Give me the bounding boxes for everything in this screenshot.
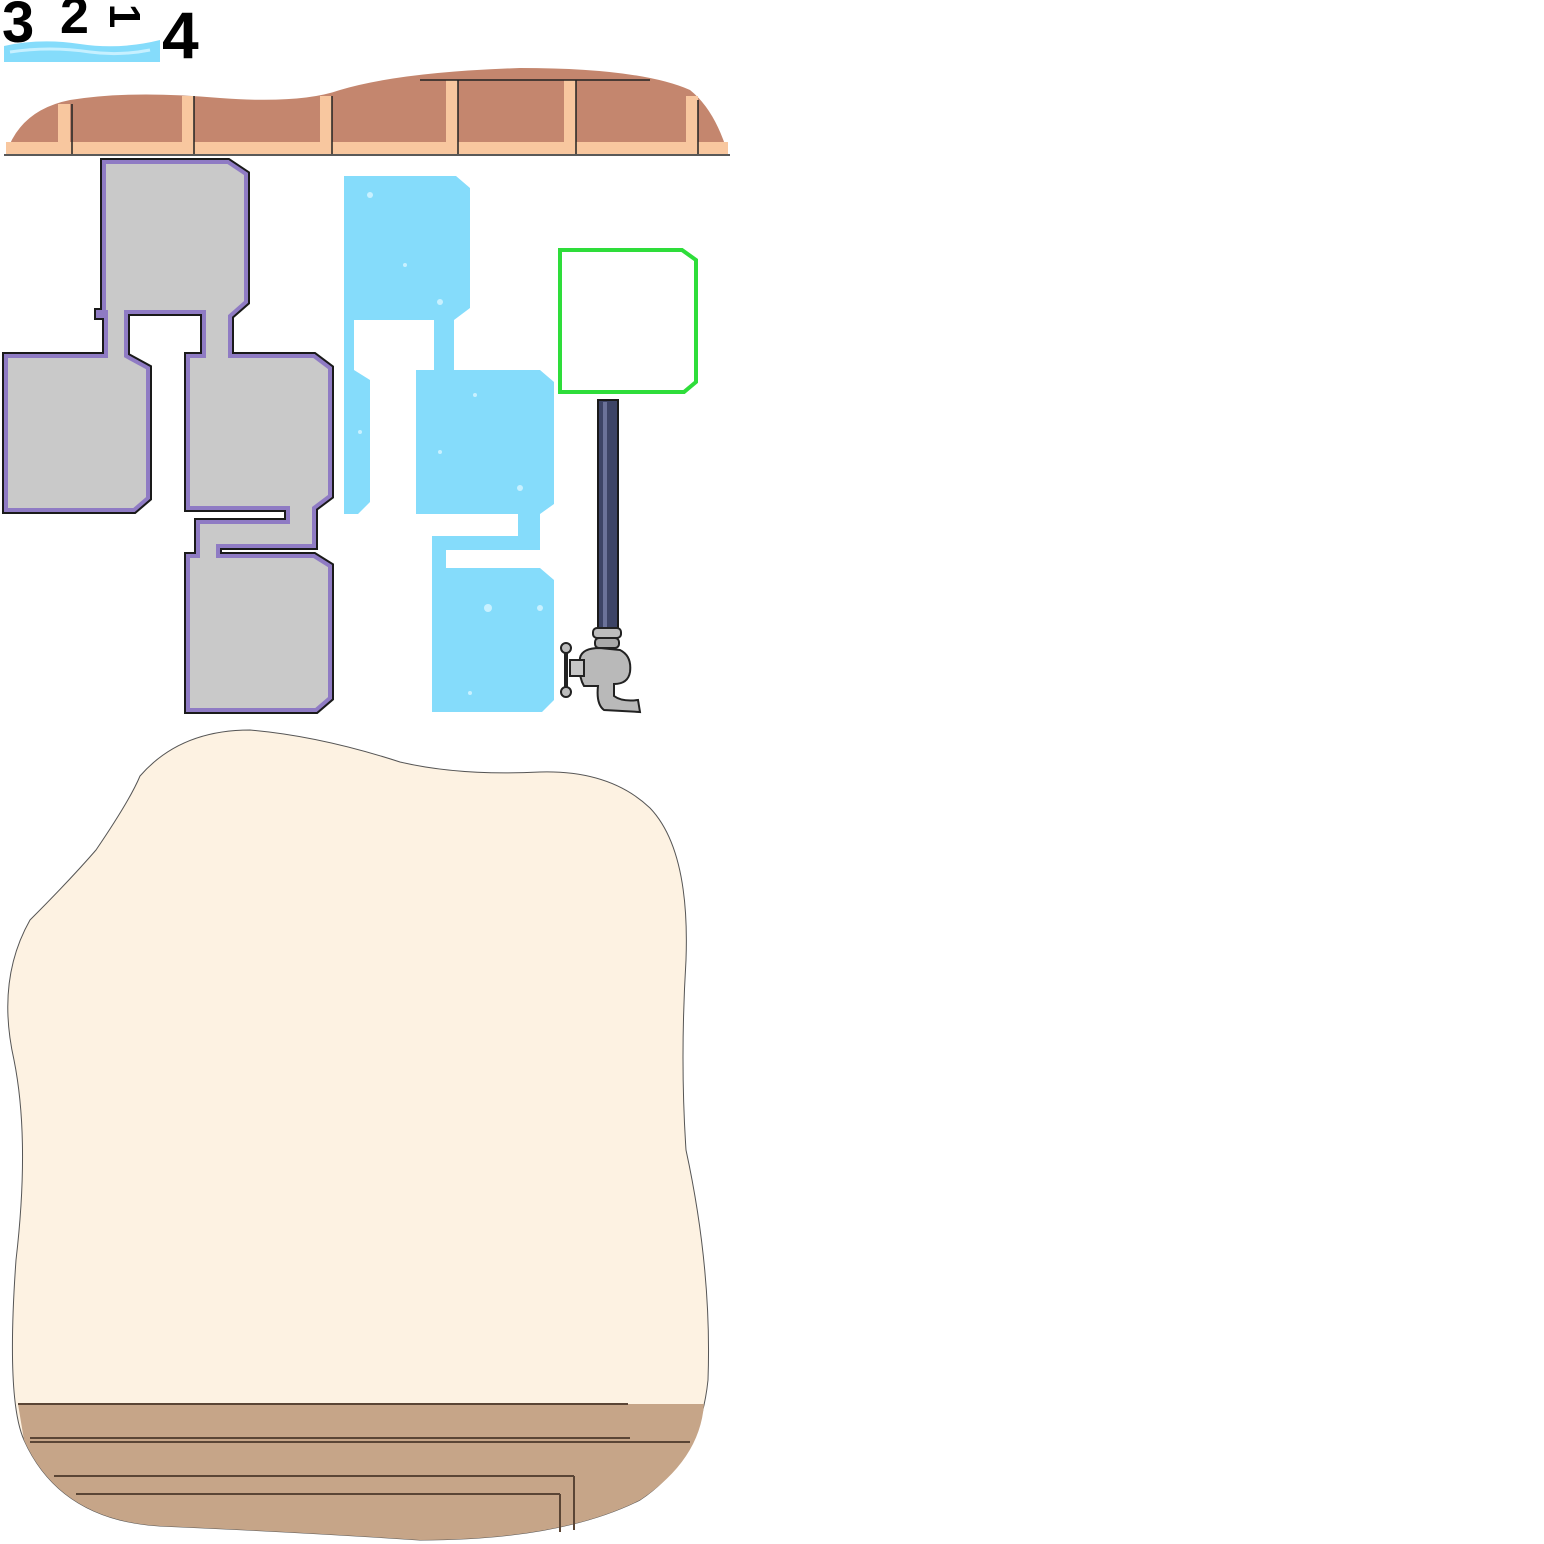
target-box[interactable] bbox=[558, 248, 698, 394]
brick-wall bbox=[4, 68, 730, 156]
faucet-icon[interactable] bbox=[560, 399, 642, 714]
pipe-assembly[interactable] bbox=[2, 158, 334, 714]
water-strip-icon bbox=[4, 40, 160, 62]
water-body bbox=[344, 176, 554, 712]
floor-area bbox=[7, 729, 710, 1541]
hud-digit-4: 4 bbox=[162, 0, 199, 72]
hud-digit-2: 2 bbox=[60, 0, 89, 45]
